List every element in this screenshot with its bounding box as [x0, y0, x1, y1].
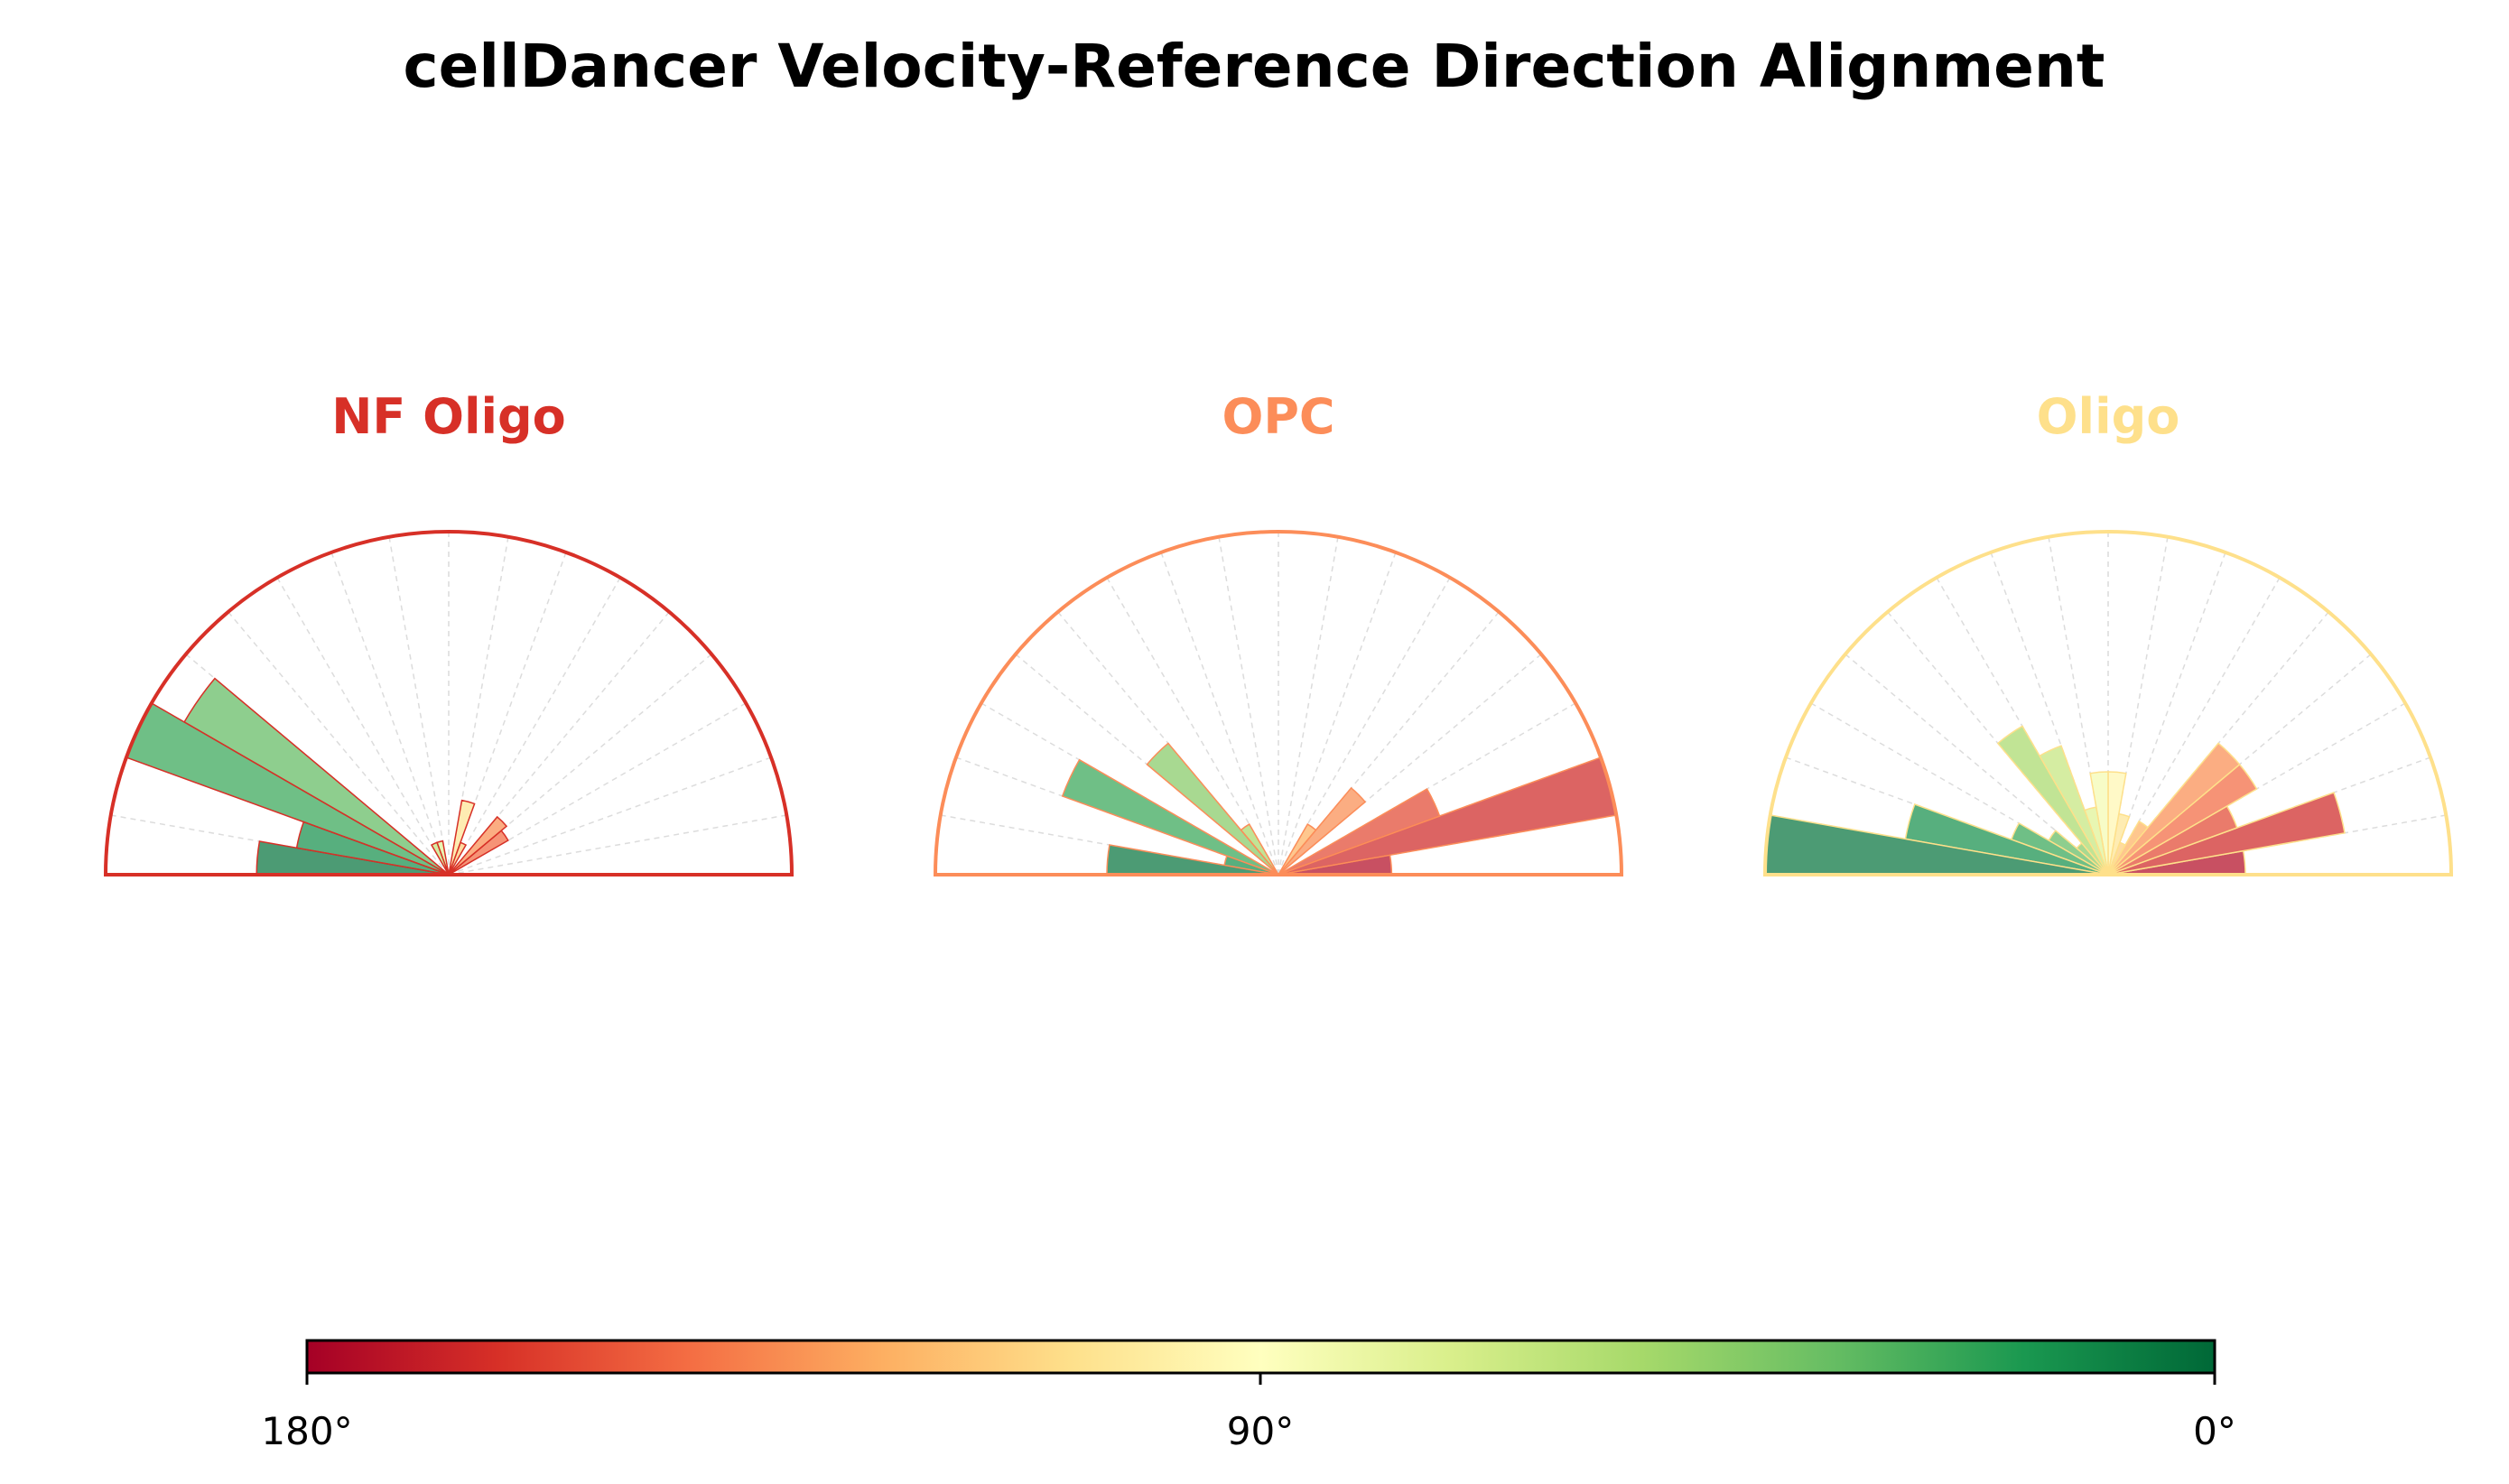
- angular-gridline: [1278, 611, 1500, 876]
- angular-gridline: [448, 577, 621, 876]
- polar-subplot: OPC: [933, 388, 1624, 876]
- polar-bar: [1996, 725, 2109, 876]
- angular-gridline: [1278, 654, 1542, 876]
- angular-gridline: [1990, 552, 2109, 876]
- subplot-title: NF Oligo: [331, 388, 566, 445]
- polar-frame: [1762, 530, 2454, 876]
- colorbar-tick-label: 90°: [1227, 1409, 1294, 1453]
- angular-gridline: [1106, 577, 1279, 876]
- polar-bar: [1278, 823, 1317, 876]
- angular-gridline: [448, 552, 567, 876]
- polar-bar: [430, 841, 450, 876]
- angular-gridline: [448, 654, 712, 876]
- angular-gridline: [1810, 702, 2109, 876]
- angular-gridline: [448, 611, 670, 876]
- angular-gridline: [448, 702, 747, 876]
- angular-gridline: [2048, 536, 2109, 876]
- chart-title: cellDancer Velocity-Reference Direction …: [404, 32, 2105, 101]
- angular-gridline: [2107, 577, 2281, 876]
- polar-bar: [1146, 742, 1279, 876]
- polar-bar: [448, 799, 476, 876]
- angular-gridline: [228, 611, 450, 876]
- polar-bar: [2107, 820, 2150, 876]
- angular-gridline: [1160, 552, 1279, 876]
- angular-gridline: [1278, 577, 1451, 876]
- colorbar-gradient: [305, 1339, 2216, 1375]
- angular-gridline: [448, 756, 772, 876]
- colorbar: 180° 90° 0°: [261, 1339, 2236, 1453]
- polar-bar: [1061, 758, 1279, 876]
- polar-bar: [2107, 742, 2241, 876]
- angular-gridline: [2107, 552, 2226, 876]
- polar-frame: [103, 530, 795, 876]
- polar-frame: [933, 530, 1624, 876]
- angular-gridline: [276, 577, 450, 876]
- polar-bar: [2107, 792, 2346, 876]
- colorbar-tick-label: 180°: [261, 1409, 352, 1453]
- angular-gridline: [1218, 536, 1279, 876]
- angular-gridline: [1278, 552, 1397, 876]
- angular-gridline: [448, 814, 787, 876]
- angular-gridline: [1845, 654, 2109, 876]
- angular-gridline: [388, 536, 450, 876]
- angular-gridline: [1278, 536, 1339, 876]
- polar-subplot: Oligo: [1762, 388, 2454, 876]
- angular-gridline: [2107, 536, 2169, 876]
- angular-gridline: [448, 536, 509, 876]
- polar-bar: [448, 815, 508, 876]
- colorbar-tick-label: 0°: [2193, 1409, 2236, 1453]
- angular-gridline: [330, 552, 450, 876]
- polar-bar: [1278, 786, 1367, 876]
- subplot-title: OPC: [1222, 388, 1334, 445]
- polar-bar: [1278, 787, 1441, 876]
- subplot-title: Oligo: [2037, 388, 2180, 445]
- polar-subplot: NF Oligo: [103, 388, 795, 876]
